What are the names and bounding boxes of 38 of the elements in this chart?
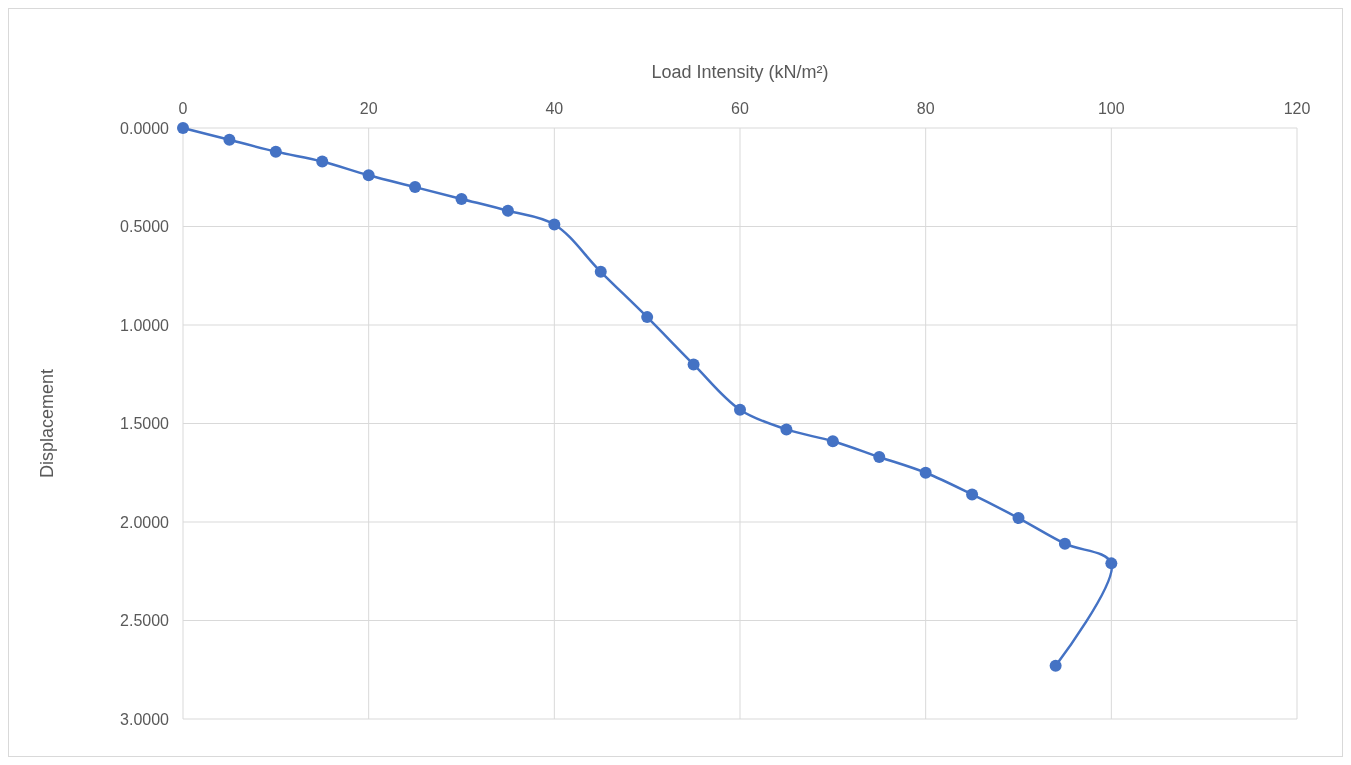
x-tick-label: 100 <box>1097 100 1125 117</box>
x-tick-label: 80 <box>916 100 935 117</box>
point <box>919 466 932 479</box>
x-tick-label: 20 <box>359 100 378 117</box>
y-tick-label: 3.0000 <box>120 710 170 728</box>
x-tick-label: 60 <box>731 100 749 117</box>
point <box>734 403 746 416</box>
point <box>780 423 793 436</box>
point <box>223 133 236 146</box>
point <box>455 192 468 205</box>
point <box>641 311 654 324</box>
point <box>501 204 514 217</box>
point <box>409 181 422 194</box>
y-tick-label: 0.5000 <box>120 218 170 236</box>
point <box>687 358 700 371</box>
point <box>1049 659 1062 672</box>
point <box>873 450 886 463</box>
point <box>548 218 561 231</box>
point <box>1012 512 1025 525</box>
y-tick-label: 2.5000 <box>120 612 170 630</box>
y-tick-label: 1.5000 <box>120 415 170 433</box>
point <box>1058 537 1071 550</box>
y-tick-label: 0.0000 <box>120 119 170 137</box>
point <box>177 122 189 134</box>
x-tick-label: 40 <box>545 100 564 117</box>
y-axis-title: Displacement <box>37 368 57 479</box>
x-tick-label: 0 <box>178 100 188 117</box>
point <box>362 169 375 182</box>
y-tick-label: 2.0000 <box>120 513 170 531</box>
point <box>1105 557 1118 570</box>
point <box>316 155 329 168</box>
point <box>269 145 282 158</box>
point <box>826 435 839 448</box>
x-axis-title: Load Intensity (kN/m²) <box>651 62 829 82</box>
y-tick-label: 1.0000 <box>120 316 170 334</box>
point <box>594 265 607 278</box>
point <box>966 488 979 501</box>
x-tick-label: 120 <box>1283 100 1311 117</box>
